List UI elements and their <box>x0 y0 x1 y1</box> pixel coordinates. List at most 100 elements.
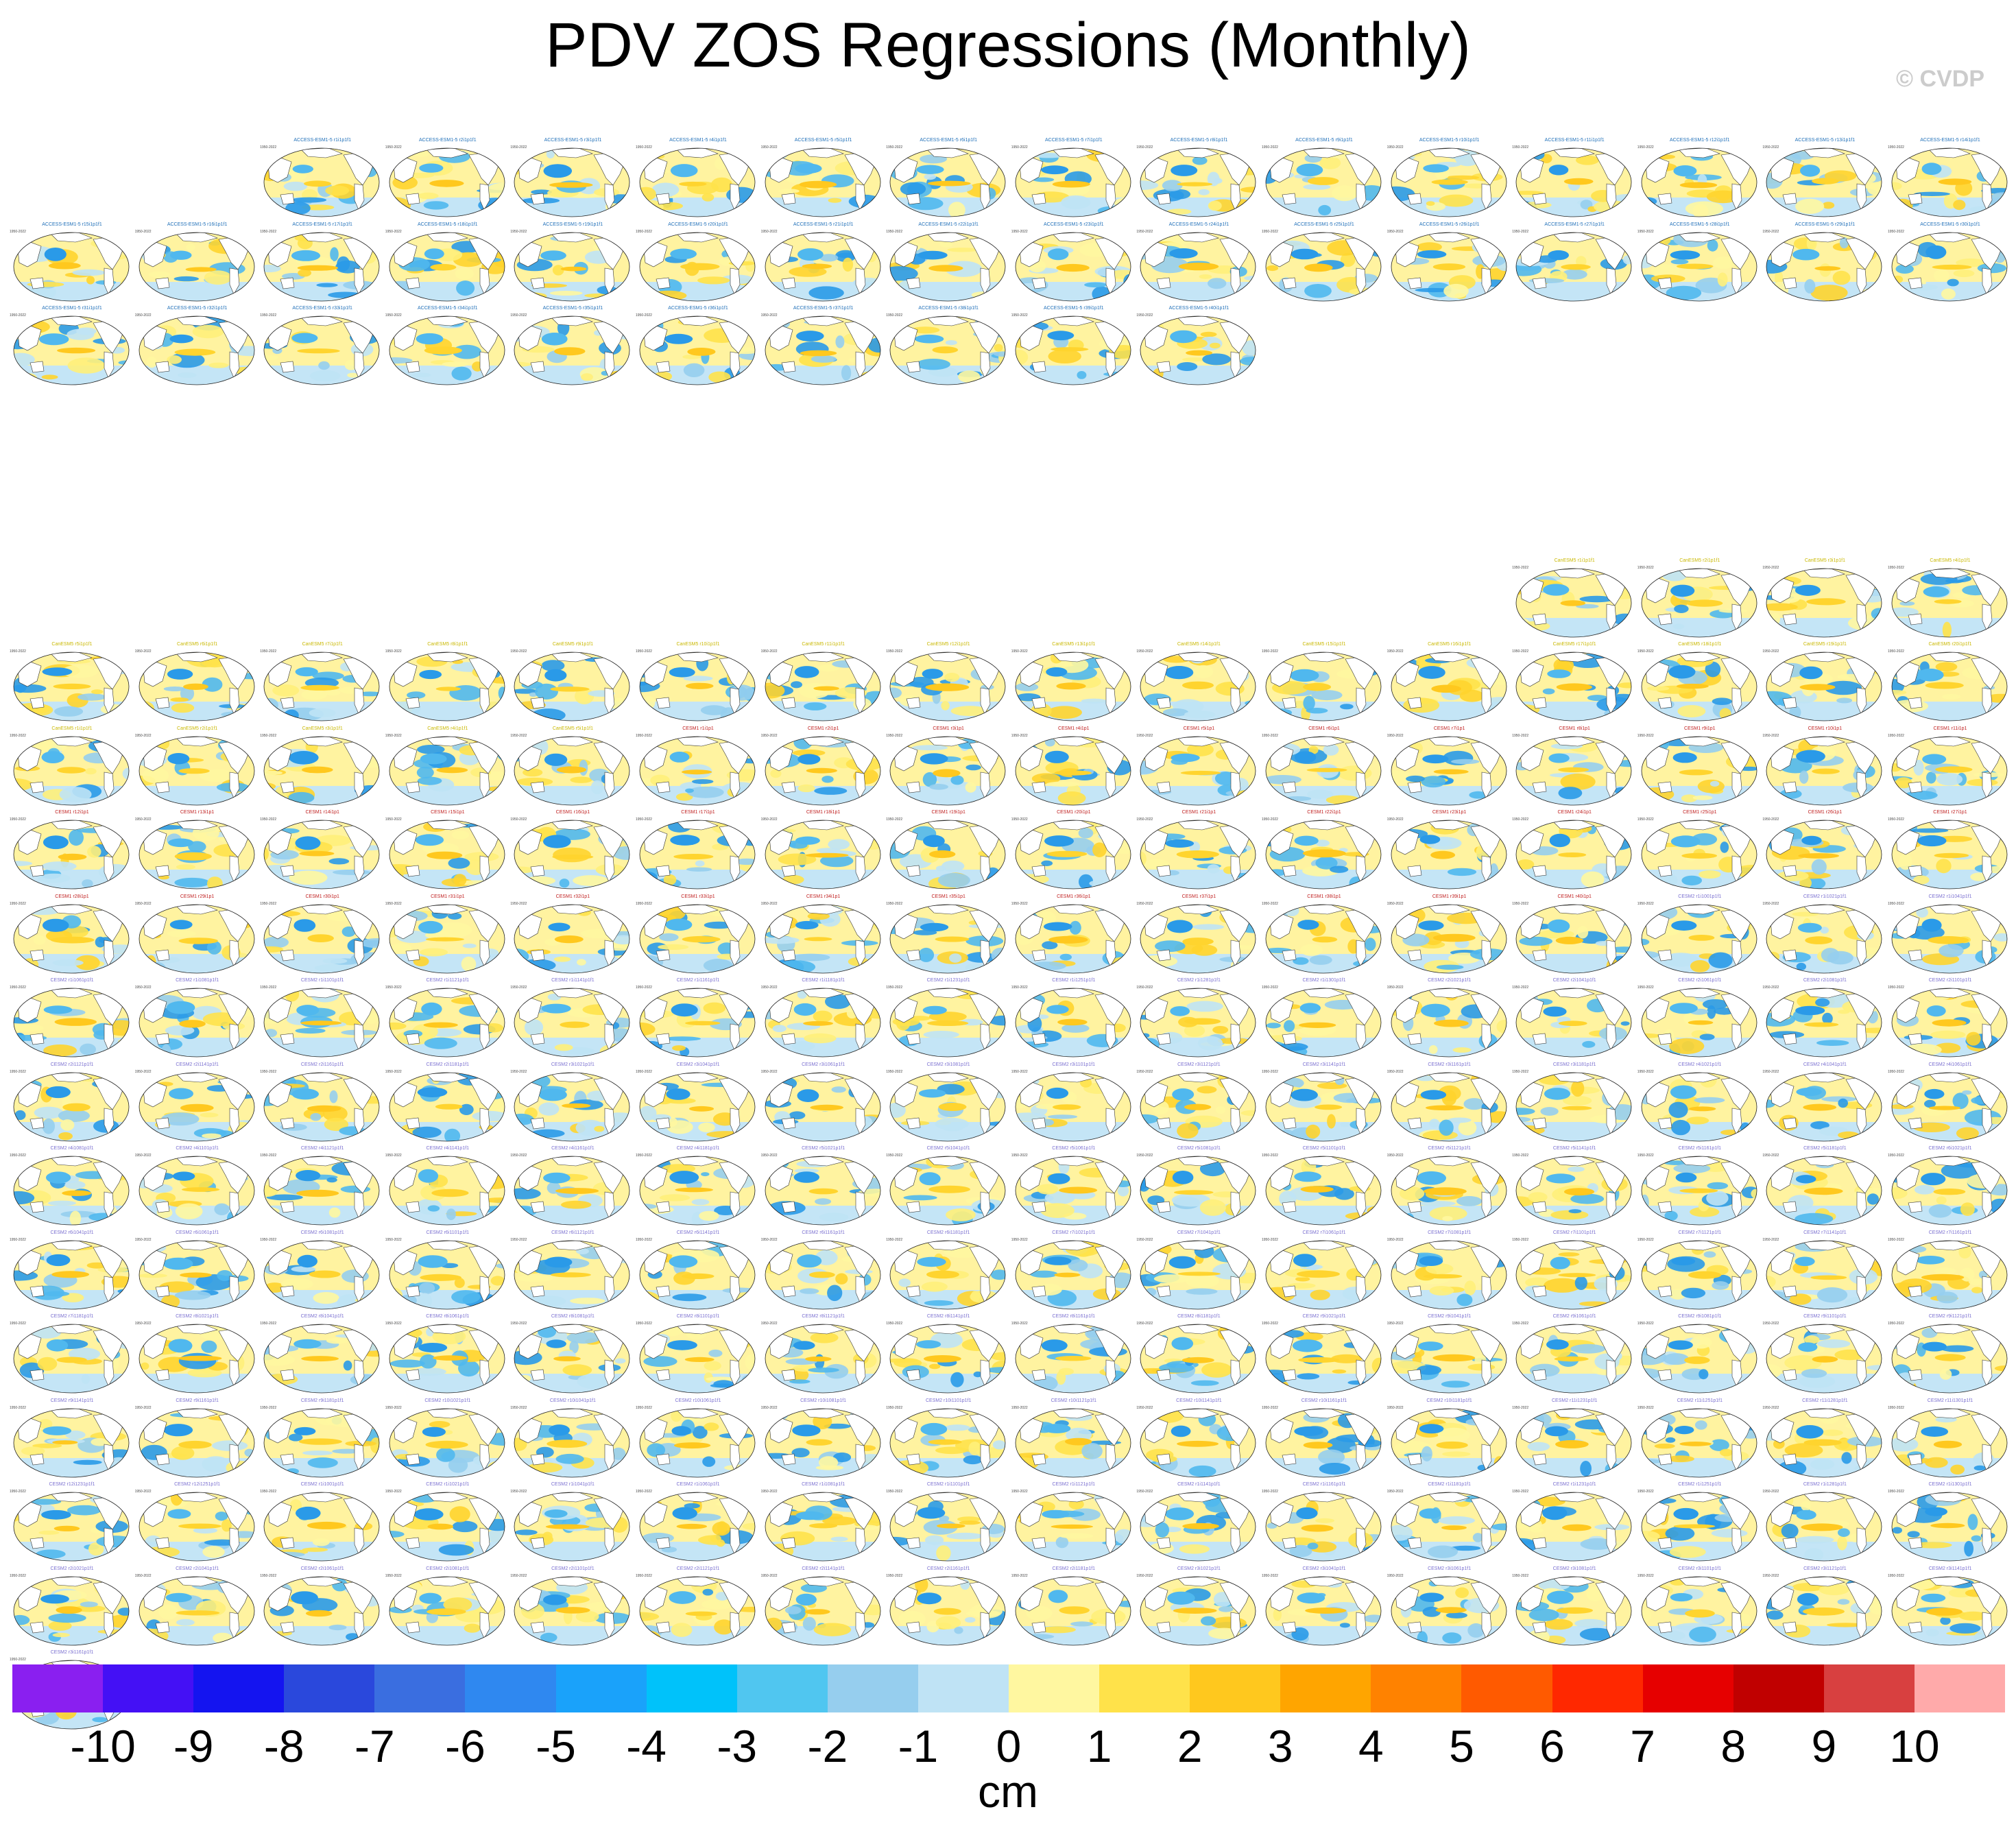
panel-period: 1950-2022 <box>10 313 26 318</box>
map-field <box>1266 1408 1381 1477</box>
map-panel: ACCESS-ESM1-5 r9i1p1f1 1950-2022 <box>1262 137 1387 225</box>
map-panel: ACCESS-ESM1-5 r35i1p1f1 1950-2022 <box>510 305 635 393</box>
panel-title: CESM2 r8i1041p1f1 <box>300 1314 344 1319</box>
panel-period: 1950-2022 <box>760 901 778 906</box>
map-field <box>1266 1324 1381 1393</box>
colorbar-swatch <box>1280 1664 1372 1712</box>
map-field <box>890 988 1006 1057</box>
map-field <box>1266 1072 1381 1141</box>
map-border <box>889 1156 1006 1226</box>
map-panel: ACCESS-ESM1-5 r7i1p1f1 1950-2022 <box>1011 137 1136 225</box>
panel-title: CanESM5 r5i1p1f1 <box>552 726 593 731</box>
map-field <box>765 904 880 973</box>
map-field <box>389 316 505 385</box>
map-panel: ACCESS-ESM1-5 r12i1p1f1 1950-2022 <box>1637 137 1762 225</box>
map-panel: CESM1 r1i1p1 1950-2022 <box>636 726 760 813</box>
map-panel: CESM2 r1i1231p1f1 1950-2022 <box>886 977 1011 1065</box>
panel-period: 1950-2022 <box>1888 229 1904 234</box>
colorbar-tick-label: -2 <box>807 1721 848 1771</box>
map-plot <box>1391 904 1507 973</box>
panel-title: CESM2 r9i1161p1f1 <box>176 1398 219 1403</box>
map-field <box>1140 1576 1256 1645</box>
map-panel: CESM2 r1i1231p1f1 1950-2022 <box>1512 1481 1637 1569</box>
map-field <box>1140 988 1256 1057</box>
panel-title: CanESM5 r3i1p1f1 <box>1804 558 1845 563</box>
map-field <box>890 1576 1006 1645</box>
panel-period: 1950-2022 <box>1262 649 1278 654</box>
map-field <box>1516 652 1632 721</box>
map-panel: CESM2 r1i1041p1f1 1950-2022 <box>1888 894 2013 981</box>
panel-period: 1950-2022 <box>1888 1490 1904 1494</box>
map-field <box>389 1240 505 1309</box>
map-panel: CESM2 r8i1021p1f1 1950-2022 <box>135 1313 260 1401</box>
map-border <box>889 1492 1006 1562</box>
map-plot <box>1891 147 2008 217</box>
map-border <box>1391 1576 1507 1645</box>
map-field <box>264 1072 380 1141</box>
panel-period: 1950-2022 <box>1762 1154 1779 1158</box>
map-field <box>514 1492 630 1561</box>
map-plot <box>1766 1072 1882 1141</box>
map-border <box>1391 1408 1507 1477</box>
panel-title: CESM2 r1i1081p1f1 <box>176 978 219 983</box>
panel-period: 1950-2022 <box>886 1573 903 1578</box>
panel-title: CESM2 r10i1021p1f1 <box>424 1398 471 1403</box>
panel-title: CESM2 r1i1121p1f1 <box>1052 1482 1096 1487</box>
panel-period: 1950-2022 <box>1011 901 1028 906</box>
map-plot <box>1140 904 1256 973</box>
map-field <box>14 652 129 721</box>
map-field <box>1266 988 1381 1057</box>
map-plot <box>1391 1408 1507 1477</box>
map-panel: CESM2 r1i1021p1f1 1950-2022 <box>385 1481 510 1569</box>
panel-title: CanESM5 r14i1p1f1 <box>1177 642 1221 647</box>
panel-period: 1950-2022 <box>1262 1154 1278 1158</box>
map-plot <box>1015 232 1131 301</box>
panel-title: ACCESS-ESM1-5 r27i1p1f1 <box>1544 222 1605 227</box>
map-field <box>1140 1156 1256 1225</box>
map-panel: CESM2 r7i1141p1f1 1950-2022 <box>1762 1230 1887 1317</box>
map-panel: CanESM5 r11i1p1f1 1950-2022 <box>761 641 886 729</box>
map-panel: CESM2 r11i1251p1f1 1950-2022 <box>1637 1398 1762 1485</box>
panel-title: CanESM5 r5i1p1f1 <box>51 642 93 647</box>
map-plot <box>765 820 880 889</box>
panel-period: 1950-2022 <box>385 145 402 150</box>
map-field <box>1516 148 1632 217</box>
panel-period: 1950-2022 <box>10 1154 26 1158</box>
panel-title: CESM1 r15i1p1 <box>431 810 465 815</box>
map-field <box>514 232 630 301</box>
panel-title: CESM2 r5i1141p1f1 <box>1552 1146 1596 1151</box>
map-plot <box>639 1576 756 1645</box>
panel-period: 1950-2022 <box>10 1490 26 1494</box>
map-field <box>14 736 129 805</box>
panel-period: 1950-2022 <box>1136 986 1153 990</box>
panel-period: 1950-2022 <box>134 1322 152 1326</box>
panel-title: CESM2 r1i1061p1f1 <box>50 978 94 983</box>
map-field <box>14 1576 129 1645</box>
panel-period: 1950-2022 <box>510 1573 527 1578</box>
map-plot <box>13 315 130 385</box>
panel-title: CESM2 r1i1021p1f1 <box>426 1482 470 1487</box>
map-border <box>1515 1408 1632 1477</box>
map-plot <box>263 147 380 217</box>
map-border <box>1140 1492 1256 1562</box>
panel-title: CESM2 r2i1121p1f1 <box>676 1566 720 1571</box>
map-plot <box>1265 1240 1382 1309</box>
map-border <box>389 1072 505 1141</box>
map-panel: ACCESS-ESM1-5 r26i1p1f1 1950-2022 <box>1387 222 1512 309</box>
panel-title: CanESM5 r11i1p1f1 <box>802 642 845 647</box>
map-border <box>1015 904 1131 973</box>
map-panel: CESM1 r31i1p1 1950-2022 <box>385 894 510 981</box>
panel-title: CESM2 r6i1061p1f1 <box>176 1230 219 1235</box>
panel-period: 1950-2022 <box>260 817 277 822</box>
map-plot <box>389 988 505 1058</box>
map-field <box>1015 1408 1131 1477</box>
map-border <box>889 736 1006 805</box>
panel-title: CESM2 r2i1181p1f1 <box>1052 1566 1096 1571</box>
map-border <box>13 232 130 301</box>
panel-period: 1950-2022 <box>636 1322 652 1326</box>
panel-title: CESM2 r2i1021p1f1 <box>50 1566 94 1571</box>
map-plot <box>639 1324 756 1394</box>
panel-period: 1950-2022 <box>1637 901 1654 906</box>
map-plot <box>1515 1156 1632 1226</box>
panel-title: CESM2 r2i1161p1f1 <box>300 1062 344 1067</box>
